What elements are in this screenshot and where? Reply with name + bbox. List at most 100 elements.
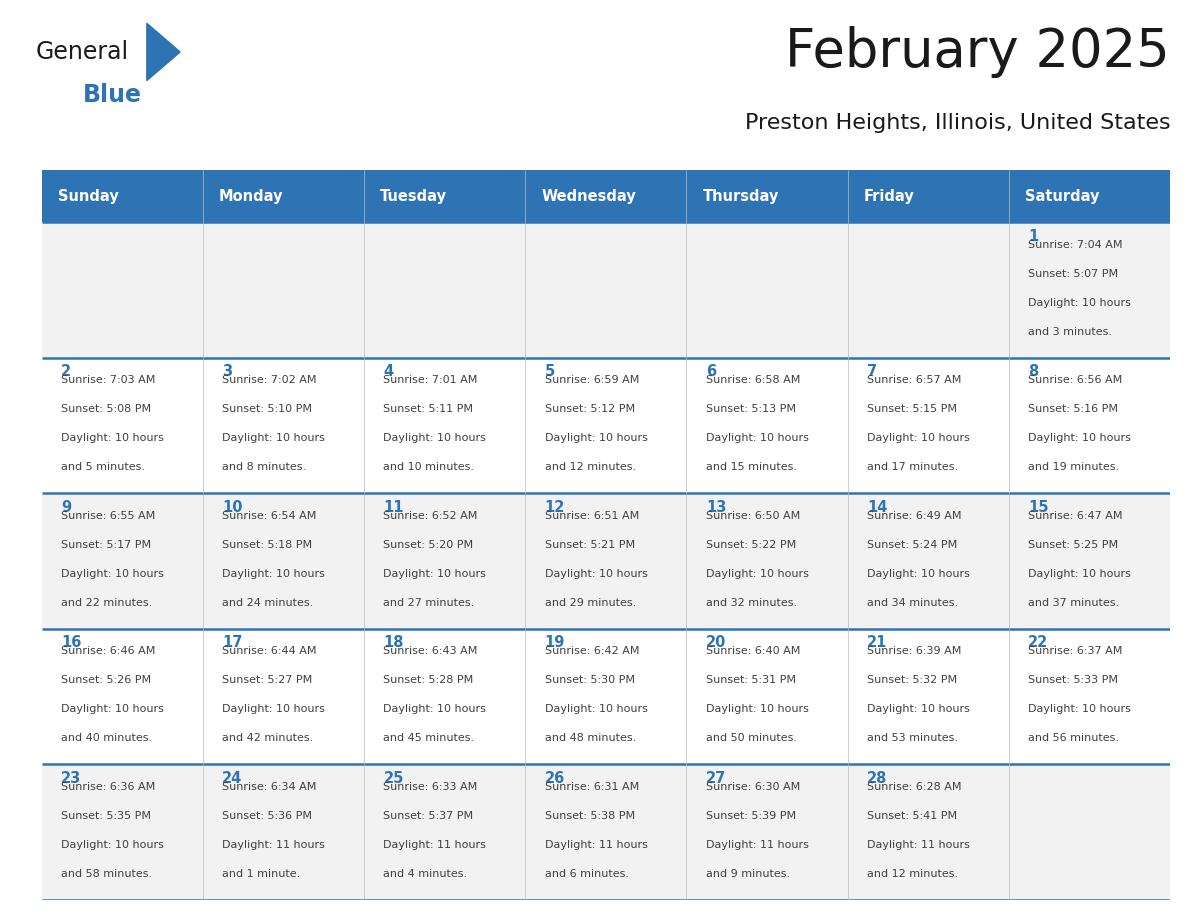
Text: 19: 19 bbox=[544, 635, 565, 650]
Text: 6: 6 bbox=[706, 364, 716, 379]
Text: Sunset: 5:15 PM: Sunset: 5:15 PM bbox=[867, 404, 958, 414]
Text: Sunday: Sunday bbox=[58, 188, 119, 204]
Text: Sunrise: 6:37 AM: Sunrise: 6:37 AM bbox=[1029, 646, 1123, 656]
Text: Sunset: 5:12 PM: Sunset: 5:12 PM bbox=[544, 404, 634, 414]
Text: Sunrise: 6:49 AM: Sunrise: 6:49 AM bbox=[867, 510, 961, 521]
Text: Sunrise: 6:46 AM: Sunrise: 6:46 AM bbox=[61, 646, 156, 656]
Text: 1: 1 bbox=[1029, 229, 1038, 244]
Bar bbox=[42, 170, 1170, 222]
Text: Sunset: 5:28 PM: Sunset: 5:28 PM bbox=[384, 676, 474, 685]
Text: 25: 25 bbox=[384, 771, 404, 786]
Text: and 22 minutes.: and 22 minutes. bbox=[61, 598, 152, 608]
Text: and 15 minutes.: and 15 minutes. bbox=[706, 462, 797, 472]
Text: 22: 22 bbox=[1029, 635, 1049, 650]
Text: Sunrise: 6:56 AM: Sunrise: 6:56 AM bbox=[1029, 375, 1123, 386]
Text: Daylight: 10 hours: Daylight: 10 hours bbox=[61, 433, 164, 443]
Text: Sunset: 5:37 PM: Sunset: 5:37 PM bbox=[384, 811, 474, 821]
Text: 20: 20 bbox=[706, 635, 726, 650]
Text: 10: 10 bbox=[222, 499, 242, 515]
Text: Sunset: 5:36 PM: Sunset: 5:36 PM bbox=[222, 811, 312, 821]
Text: Sunrise: 6:30 AM: Sunrise: 6:30 AM bbox=[706, 782, 800, 791]
Text: Thursday: Thursday bbox=[702, 188, 779, 204]
Text: Sunrise: 6:57 AM: Sunrise: 6:57 AM bbox=[867, 375, 961, 386]
Text: 7: 7 bbox=[867, 364, 877, 379]
Text: Sunrise: 6:36 AM: Sunrise: 6:36 AM bbox=[61, 782, 156, 791]
Text: and 45 minutes.: and 45 minutes. bbox=[384, 733, 474, 743]
Text: and 10 minutes.: and 10 minutes. bbox=[384, 462, 474, 472]
Text: Sunrise: 6:31 AM: Sunrise: 6:31 AM bbox=[544, 782, 639, 791]
Text: and 34 minutes.: and 34 minutes. bbox=[867, 598, 959, 608]
Text: Friday: Friday bbox=[864, 188, 915, 204]
Text: Sunrise: 6:28 AM: Sunrise: 6:28 AM bbox=[867, 782, 961, 791]
Text: Sunrise: 6:40 AM: Sunrise: 6:40 AM bbox=[706, 646, 801, 656]
Text: Sunrise: 6:55 AM: Sunrise: 6:55 AM bbox=[61, 510, 156, 521]
Text: Sunrise: 6:34 AM: Sunrise: 6:34 AM bbox=[222, 782, 316, 791]
Text: Sunrise: 6:54 AM: Sunrise: 6:54 AM bbox=[222, 510, 316, 521]
Text: Sunrise: 6:51 AM: Sunrise: 6:51 AM bbox=[544, 510, 639, 521]
Text: and 12 minutes.: and 12 minutes. bbox=[867, 868, 959, 879]
Text: and 29 minutes.: and 29 minutes. bbox=[544, 598, 636, 608]
Text: 14: 14 bbox=[867, 499, 887, 515]
Text: and 24 minutes.: and 24 minutes. bbox=[222, 598, 314, 608]
Text: Daylight: 10 hours: Daylight: 10 hours bbox=[61, 569, 164, 578]
Bar bbox=[42, 358, 1170, 493]
Text: and 19 minutes.: and 19 minutes. bbox=[1029, 462, 1119, 472]
Text: Daylight: 10 hours: Daylight: 10 hours bbox=[867, 433, 969, 443]
Text: 16: 16 bbox=[61, 635, 81, 650]
Text: Sunrise: 6:44 AM: Sunrise: 6:44 AM bbox=[222, 646, 317, 656]
Text: 28: 28 bbox=[867, 771, 887, 786]
Bar bbox=[42, 493, 1170, 629]
Bar bbox=[42, 764, 1170, 900]
Text: February 2025: February 2025 bbox=[785, 26, 1170, 78]
Text: Sunrise: 7:02 AM: Sunrise: 7:02 AM bbox=[222, 375, 317, 386]
Text: Sunrise: 6:33 AM: Sunrise: 6:33 AM bbox=[384, 782, 478, 791]
Text: Sunset: 5:33 PM: Sunset: 5:33 PM bbox=[1029, 676, 1118, 685]
Text: Daylight: 10 hours: Daylight: 10 hours bbox=[867, 569, 969, 578]
Text: Sunrise: 6:59 AM: Sunrise: 6:59 AM bbox=[544, 375, 639, 386]
Text: Sunrise: 6:42 AM: Sunrise: 6:42 AM bbox=[544, 646, 639, 656]
Text: Sunrise: 6:58 AM: Sunrise: 6:58 AM bbox=[706, 375, 801, 386]
Text: Sunset: 5:22 PM: Sunset: 5:22 PM bbox=[706, 540, 796, 550]
Text: Sunset: 5:26 PM: Sunset: 5:26 PM bbox=[61, 676, 151, 685]
Text: Daylight: 11 hours: Daylight: 11 hours bbox=[867, 840, 969, 850]
Text: 17: 17 bbox=[222, 635, 242, 650]
Text: Sunrise: 7:03 AM: Sunrise: 7:03 AM bbox=[61, 375, 156, 386]
Text: Sunset: 5:21 PM: Sunset: 5:21 PM bbox=[544, 540, 634, 550]
Bar bbox=[42, 222, 1170, 358]
Text: Daylight: 10 hours: Daylight: 10 hours bbox=[544, 704, 647, 714]
Text: Daylight: 10 hours: Daylight: 10 hours bbox=[222, 704, 326, 714]
Text: and 32 minutes.: and 32 minutes. bbox=[706, 598, 797, 608]
Text: Daylight: 11 hours: Daylight: 11 hours bbox=[222, 840, 326, 850]
Text: Daylight: 10 hours: Daylight: 10 hours bbox=[1029, 704, 1131, 714]
Text: 27: 27 bbox=[706, 771, 726, 786]
Text: and 12 minutes.: and 12 minutes. bbox=[544, 462, 636, 472]
Text: and 58 minutes.: and 58 minutes. bbox=[61, 868, 152, 879]
Text: Sunset: 5:32 PM: Sunset: 5:32 PM bbox=[867, 676, 958, 685]
Text: 5: 5 bbox=[544, 364, 555, 379]
Text: 23: 23 bbox=[61, 771, 81, 786]
Text: and 37 minutes.: and 37 minutes. bbox=[1029, 598, 1119, 608]
Text: Daylight: 10 hours: Daylight: 10 hours bbox=[544, 569, 647, 578]
Text: Daylight: 10 hours: Daylight: 10 hours bbox=[1029, 433, 1131, 443]
Text: Sunset: 5:30 PM: Sunset: 5:30 PM bbox=[544, 676, 634, 685]
Text: Sunrise: 7:04 AM: Sunrise: 7:04 AM bbox=[1029, 240, 1123, 250]
Text: Tuesday: Tuesday bbox=[380, 188, 447, 204]
Text: and 9 minutes.: and 9 minutes. bbox=[706, 868, 790, 879]
Text: 9: 9 bbox=[61, 499, 71, 515]
Text: Daylight: 10 hours: Daylight: 10 hours bbox=[222, 433, 326, 443]
Text: Daylight: 11 hours: Daylight: 11 hours bbox=[384, 840, 486, 850]
Text: Daylight: 10 hours: Daylight: 10 hours bbox=[706, 433, 809, 443]
Text: Sunset: 5:39 PM: Sunset: 5:39 PM bbox=[706, 811, 796, 821]
Text: Sunset: 5:10 PM: Sunset: 5:10 PM bbox=[222, 404, 312, 414]
Text: Sunset: 5:08 PM: Sunset: 5:08 PM bbox=[61, 404, 151, 414]
Text: Daylight: 10 hours: Daylight: 10 hours bbox=[61, 840, 164, 850]
Text: 11: 11 bbox=[384, 499, 404, 515]
Text: Daylight: 10 hours: Daylight: 10 hours bbox=[544, 433, 647, 443]
Text: and 4 minutes.: and 4 minutes. bbox=[384, 868, 468, 879]
Text: 21: 21 bbox=[867, 635, 887, 650]
Text: and 5 minutes.: and 5 minutes. bbox=[61, 462, 145, 472]
Text: Saturday: Saturday bbox=[1025, 188, 1100, 204]
Text: and 53 minutes.: and 53 minutes. bbox=[867, 733, 958, 743]
Text: Sunrise: 6:52 AM: Sunrise: 6:52 AM bbox=[384, 510, 478, 521]
Text: 2: 2 bbox=[61, 364, 71, 379]
